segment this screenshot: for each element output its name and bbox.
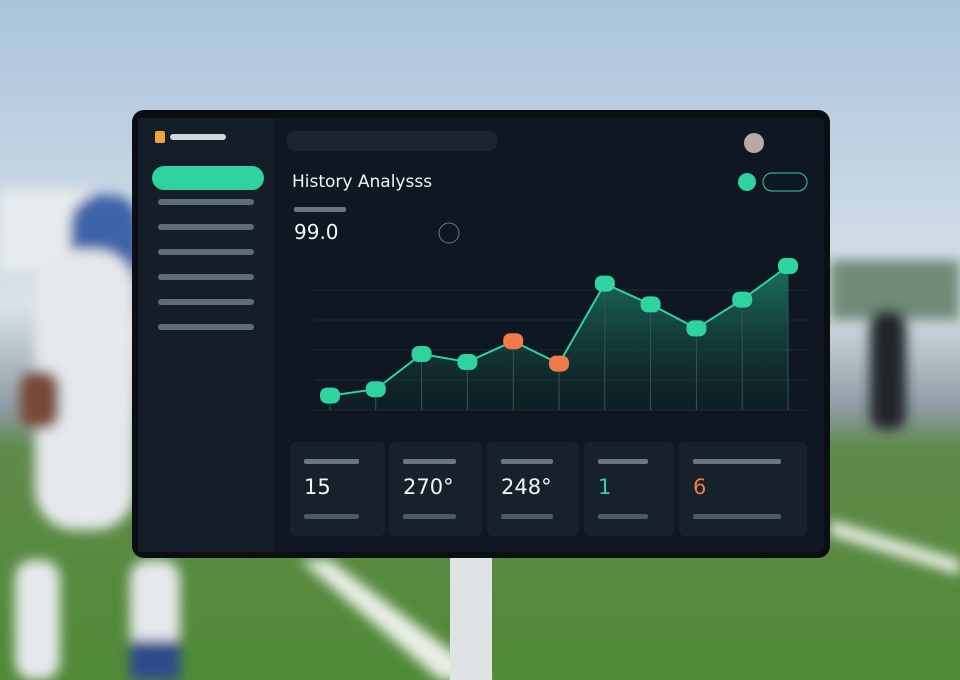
point [457,354,478,370]
point [732,291,753,308]
summary-button[interactable] [438,222,460,244]
summary-label [294,207,346,212]
card-label [304,459,359,464]
stat-card [584,442,674,536]
card-value: 15 [304,475,331,499]
monitor-stand [450,552,492,680]
point [549,355,569,372]
stat-card [389,442,482,536]
stat-card [290,442,385,536]
card-label [598,459,648,464]
area [330,266,788,410]
avatar[interactable] [744,133,764,153]
point [320,387,340,404]
nav-active[interactable] [152,166,264,190]
point [594,275,615,292]
cards: 15 270° 248° 1 6 [290,442,807,536]
card-footer [304,514,359,519]
stat-card [679,442,807,536]
point [778,258,798,274]
card-value: 270° [403,475,454,499]
card-value: 248° [501,475,552,499]
brand-text [170,134,226,140]
point [686,320,707,337]
header-button[interactable] [762,172,808,192]
card-label [403,459,456,464]
card-footer [501,514,553,519]
background-scene [0,190,960,680]
point [503,333,524,350]
stat-card [487,442,579,536]
card-footer [693,514,781,519]
point [411,346,432,362]
search-bar[interactable] [286,131,498,151]
logo [155,131,165,143]
sidebar [138,118,274,552]
nav-items [158,199,254,330]
chart [314,258,808,411]
point [640,296,661,313]
card-value: 6 [693,475,706,499]
toggle[interactable] [738,173,756,191]
card-label [501,459,553,464]
card-label [693,459,781,464]
page-title: History Analysss [292,172,432,192]
card-footer [403,514,456,519]
card-value: 1 [598,475,611,499]
summary-value: 99.0 [294,220,339,244]
point [365,381,386,398]
card-footer [598,514,648,519]
